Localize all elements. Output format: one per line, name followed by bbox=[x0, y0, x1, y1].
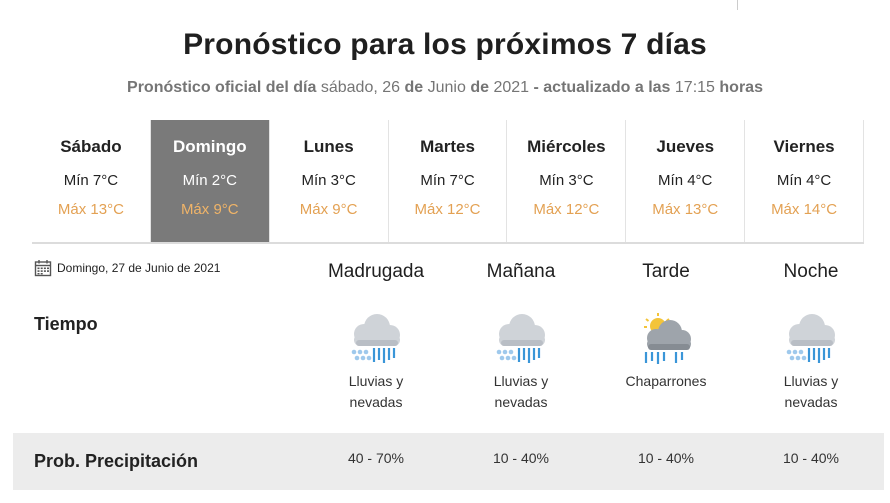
day-tab-domingo[interactable]: Domingo Mín 2°C Máx 9°C bbox=[150, 120, 270, 242]
edge-divider bbox=[737, 0, 738, 10]
day-name: Sábado bbox=[60, 137, 122, 156]
subtitle-weekday-date: sábado, 26 bbox=[320, 79, 401, 96]
precipitation-row bbox=[13, 433, 884, 490]
precip-manana: 10 - 40% bbox=[492, 450, 550, 466]
period-noche: Noche bbox=[783, 261, 839, 282]
rain-snow-icon bbox=[786, 314, 835, 363]
subtitle-de-2: de bbox=[470, 79, 489, 96]
day-name: Jueves bbox=[656, 137, 715, 156]
weather-desc-line1: Lluvias y bbox=[493, 373, 549, 389]
day-name: Domingo bbox=[172, 137, 247, 156]
day-max-temp: Máx 14°C bbox=[771, 201, 838, 218]
day-name: Martes bbox=[420, 137, 475, 156]
weather-desc-line2: nevadas bbox=[784, 394, 838, 410]
day-min-temp: Mín 7°C bbox=[420, 172, 475, 189]
weather-desc-line1: Lluvias y bbox=[783, 373, 839, 389]
day-tab-sabado[interactable]: Sábado Mín 7°C Máx 13°C bbox=[32, 120, 151, 242]
period-manana: Mañana bbox=[486, 261, 556, 282]
selected-date-label: Domingo, 27 de Junio de 2021 bbox=[57, 261, 221, 275]
day-tab-miercoles[interactable]: Miércoles Mín 3°C Máx 12°C bbox=[507, 120, 627, 242]
day-min-temp: Mín 7°C bbox=[63, 172, 119, 189]
day-max-temp: Máx 9°C bbox=[299, 201, 358, 218]
day-min-temp: Mín 3°C bbox=[539, 172, 594, 189]
rain-snow-icon bbox=[351, 314, 400, 363]
precip-noche: 10 - 40% bbox=[782, 450, 840, 466]
day-tab-viernes[interactable]: Viernes Mín 4°C Máx 14°C bbox=[745, 120, 865, 242]
subtitle-updated: - actualizado a las bbox=[533, 79, 671, 96]
period-madrugada: Madrugada bbox=[327, 261, 425, 282]
day-tab-martes[interactable]: Martes Mín 7°C Máx 12°C bbox=[389, 120, 508, 242]
precip-tarde: 10 - 40% bbox=[637, 450, 695, 466]
day-tabs: Sábado Mín 7°C Máx 13°C Domingo Mín 2°C … bbox=[32, 120, 865, 244]
day-max-temp: Máx 13°C bbox=[57, 201, 124, 218]
day-max-temp: Máx 12°C bbox=[414, 201, 481, 218]
weather-desc-manana: Lluvias y nevadas bbox=[451, 371, 591, 413]
day-max-temp: Máx 9°C bbox=[180, 201, 239, 218]
subtitle-year: 2021 bbox=[493, 79, 530, 96]
day-min-temp: Mín 3°C bbox=[301, 172, 356, 189]
weather-desc-line1: Chaparrones bbox=[625, 373, 707, 389]
period-tarde: Tarde bbox=[642, 261, 690, 282]
weather-desc-tarde: Chaparrones bbox=[596, 371, 736, 392]
day-tab-jueves[interactable]: Jueves Mín 4°C Máx 13°C bbox=[626, 120, 746, 242]
weather-desc-line2: nevadas bbox=[349, 394, 403, 410]
weather-desc-noche: Lluvias y nevadas bbox=[741, 371, 881, 413]
day-tab-lunes[interactable]: Lunes Mín 3°C Máx 9°C bbox=[270, 120, 389, 242]
day-name: Viernes bbox=[773, 137, 835, 156]
subtitle-prefix: Pronóstico oficial del día bbox=[127, 79, 317, 96]
subtitle-time: 17:15 bbox=[674, 79, 715, 96]
day-max-temp: Máx 12°C bbox=[533, 201, 600, 218]
page-title: Pronóstico para los próximos 7 días bbox=[183, 28, 707, 61]
precip-madrugada: 40 - 70% bbox=[347, 450, 405, 466]
calendar-icon bbox=[34, 260, 52, 277]
precipitation-label: Prob. Precipitación bbox=[34, 451, 199, 471]
day-name: Miércoles bbox=[527, 137, 606, 156]
weather-desc-line2: nevadas bbox=[494, 394, 548, 410]
weather-desc-line1: Lluvias y bbox=[348, 373, 404, 389]
day-min-temp: Mín 2°C bbox=[182, 172, 237, 189]
page-subtitle: Pronóstico oficial del día sábado, 26 de… bbox=[0, 79, 890, 97]
subtitle-month: Junio bbox=[427, 79, 466, 96]
day-min-temp: Mín 4°C bbox=[658, 172, 713, 189]
day-name: Lunes bbox=[303, 137, 354, 156]
day-max-temp: Máx 13°C bbox=[652, 201, 719, 218]
rain-snow-icon bbox=[496, 314, 545, 363]
subtitle-de-1: de bbox=[404, 79, 424, 96]
weather-desc-madrugada: Lluvias y nevadas bbox=[306, 371, 446, 413]
day-min-temp: Mín 4°C bbox=[776, 172, 832, 189]
subtitle-suffix: horas bbox=[719, 79, 763, 96]
sun-cloud-rain-icon bbox=[644, 313, 691, 364]
selected-date: Domingo, 27 de Junio de 2021 bbox=[34, 259, 220, 277]
tiempo-label: Tiempo bbox=[34, 314, 98, 334]
